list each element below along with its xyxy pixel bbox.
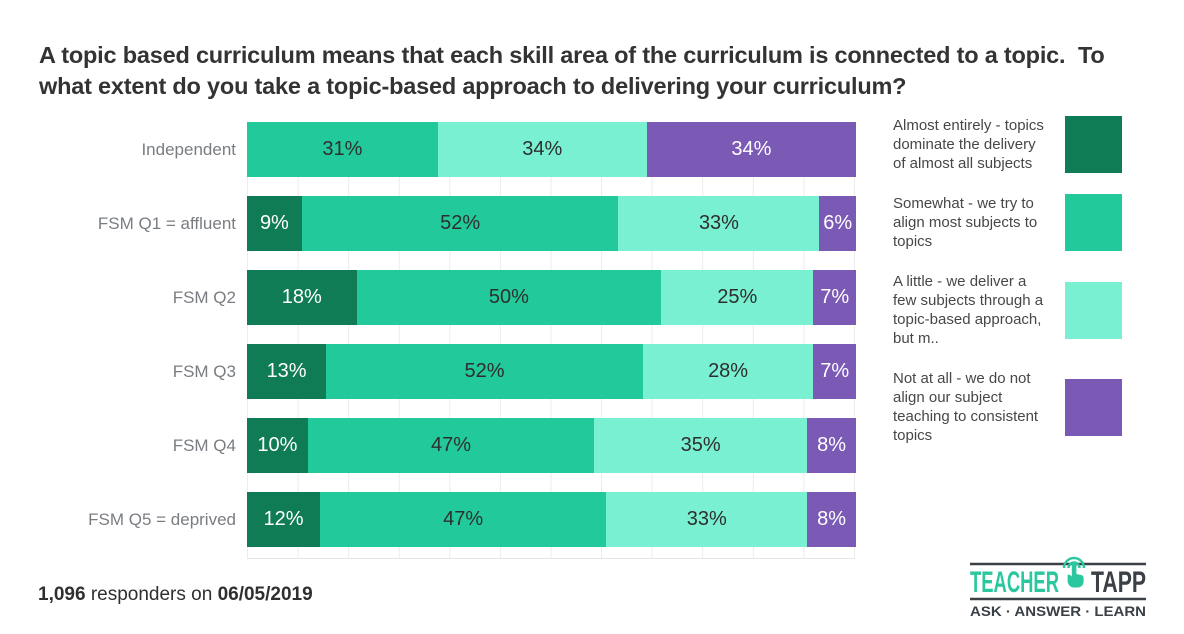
category-label: FSM Q2	[172, 287, 236, 307]
bar-segment[interactable]: 33%	[618, 196, 820, 251]
bar-segment[interactable]: 52%	[326, 344, 643, 399]
responders-count: 1,096	[38, 584, 86, 605]
bar-segment[interactable]: 12%	[247, 492, 321, 547]
chart-gridlines	[247, 122, 855, 559]
bar-segment[interactable]: 34%	[646, 122, 856, 177]
category-label: FSM Q1 = affluent	[97, 213, 236, 233]
legend-item[interactable]: Almost entirely - topics dominate the de…	[893, 116, 1159, 173]
footer-label: responders on	[90, 584, 213, 605]
bar-segment[interactable]: 33%	[606, 492, 808, 547]
logo-tagline: ASK · ANSWER · LEARN	[970, 603, 1146, 619]
stacked-bar-chart: Independent 31% 34% 34% FSM Q1 = affluent 9% 5…	[38, 122, 856, 566]
bar-segment[interactable]: 10%	[247, 418, 308, 473]
legend-swatch	[1065, 194, 1122, 251]
category-label: FSM Q3	[172, 361, 236, 381]
bar-segment[interactable]: 18%	[247, 270, 357, 325]
tap-icon	[1062, 556, 1086, 588]
bar-segment[interactable]: 50%	[356, 270, 662, 325]
chart-row: Independent 31% 34% 34%	[38, 122, 856, 177]
teacher-tapp-logo: TEACHER TAPP ASK · ANSWER · LEARN	[962, 552, 1154, 631]
bar-track: 10% 47% 35% 8%	[247, 418, 856, 473]
bar-segment[interactable]: 47%	[320, 492, 607, 547]
bar-segment[interactable]: 7%	[813, 344, 856, 399]
bar-segment[interactable]: 28%	[642, 344, 814, 399]
bar-track: 9% 52% 33% 6%	[247, 196, 856, 251]
category-label: FSM Q4	[172, 435, 236, 455]
bar-segment[interactable]: 34%	[437, 122, 647, 177]
chart-title: A topic based curriculum means that each…	[39, 42, 1111, 99]
bar-segment[interactable]: 8%	[807, 492, 856, 547]
legend-item[interactable]: A little - we deliver a few subjects thr…	[893, 272, 1159, 348]
bar-segment[interactable]: 47%	[307, 418, 595, 473]
legend-item[interactable]: Not at all - we do not align our subject…	[893, 369, 1159, 445]
bar-segment[interactable]: 7%	[813, 270, 856, 325]
category-label: FSM Q5 = deprived	[88, 509, 236, 529]
chart-legend: Almost entirely - topics dominate the de…	[893, 116, 1159, 466]
legend-swatch	[1065, 281, 1122, 339]
logo-word-tapp: TAPP	[1091, 566, 1146, 599]
chart-row: FSM Q4 10% 47% 35% 8%	[38, 418, 856, 473]
bar-track: 18% 50% 25% 7%	[247, 270, 856, 325]
bar-segment[interactable]: 13%	[247, 344, 327, 399]
bar-segment[interactable]: 52%	[301, 196, 619, 251]
legend-label: Somewhat - we try to align most subjects…	[893, 195, 1038, 250]
legend-label: Not at all - we do not align our subject…	[893, 370, 1039, 444]
category-label: Independent	[141, 139, 236, 159]
footer-caption: 1,096 responders on 06/05/2019	[38, 584, 313, 606]
chart-row: FSM Q1 = affluent 9% 52% 33% 6%	[38, 196, 856, 251]
legend-item[interactable]: Somewhat - we try to align most subjects…	[893, 194, 1159, 251]
chart-row: FSM Q2 18% 50% 25% 7%	[38, 270, 856, 325]
chart-row: FSM Q5 = deprived 12% 47% 33% 8%	[38, 492, 856, 547]
bar-segment[interactable]: 25%	[661, 270, 814, 325]
bar-segment[interactable]: 9%	[247, 196, 302, 251]
teacher-tapp-logo-svg: TEACHER TAPP ASK · ANSWER · LEARN	[970, 556, 1146, 619]
legend-swatch	[1065, 378, 1122, 436]
chart-rows: Independent 31% 34% 34% FSM Q1 = affluent 9% 5…	[38, 122, 856, 547]
bar-segment[interactable]: 8%	[807, 418, 856, 473]
legend-swatch	[1065, 116, 1122, 173]
bar-track: 12% 47% 33% 8%	[247, 492, 856, 547]
logo-word-teacher: TEACHER	[970, 566, 1059, 599]
footer-date: 06/05/2019	[217, 584, 313, 605]
bar-track: 31% 34% 34%	[247, 122, 856, 177]
legend-label: A little - we deliver a few subjects thr…	[893, 273, 1044, 347]
legend-label: Almost entirely - topics dominate the de…	[893, 117, 1044, 172]
bar-segment[interactable]: 35%	[594, 418, 808, 473]
bar-segment[interactable]: 6%	[819, 196, 856, 251]
bar-segment[interactable]: 31%	[247, 122, 438, 177]
bar-track: 13% 52% 28% 7%	[247, 344, 856, 399]
chart-row: FSM Q3 13% 52% 28% 7%	[38, 344, 856, 399]
